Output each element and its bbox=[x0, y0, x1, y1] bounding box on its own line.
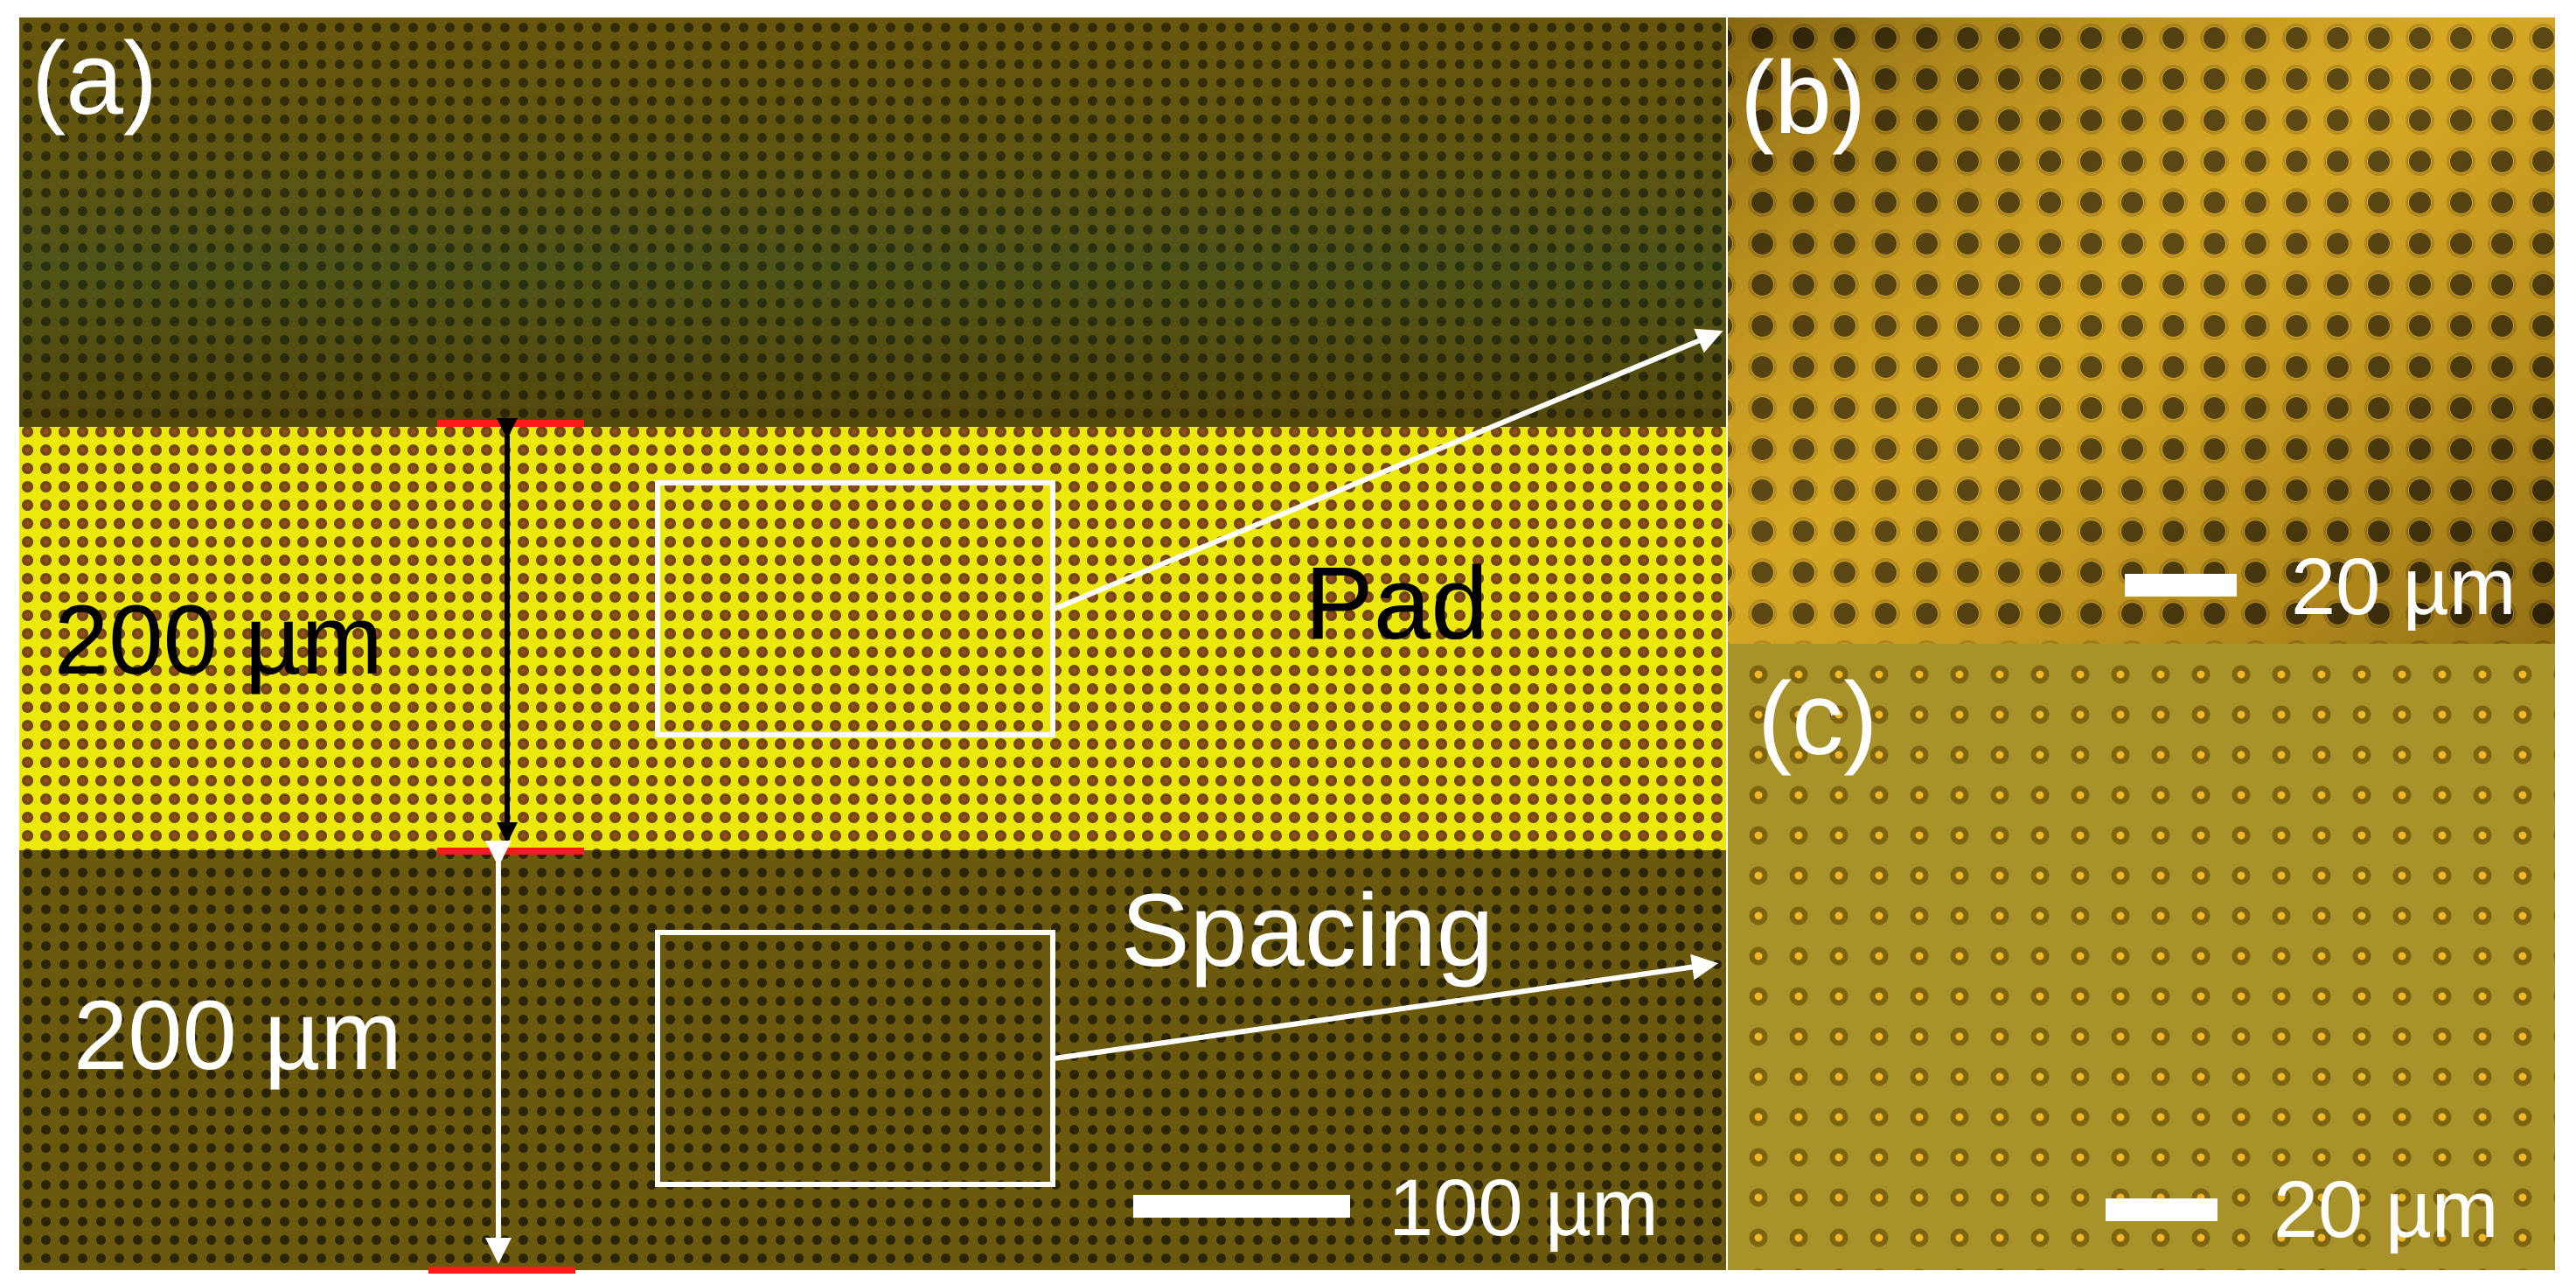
spacing-zoom-box bbox=[655, 930, 1055, 1187]
panel-b-scale-bar bbox=[2125, 574, 2237, 597]
pad-label: Pad bbox=[1305, 546, 1488, 661]
panel-b-shading bbox=[1728, 17, 2555, 644]
panel-c-label: (c) bbox=[1758, 661, 1878, 777]
pad-zoom-arrow bbox=[1053, 328, 1723, 611]
panel-a: (a) 200 µm 200 µm Pad Spacing 100 µm bbox=[19, 17, 1726, 1274]
panel-c-scale-label: 20 µm bbox=[2273, 1165, 2499, 1254]
panel-c-image bbox=[1728, 644, 2555, 1270]
pad-region bbox=[19, 427, 1726, 850]
pad-width-label: 200 µm bbox=[54, 585, 383, 695]
spacing-region-top-tint bbox=[19, 17, 1726, 427]
spacing-width-label: 200 µm bbox=[73, 981, 402, 1090]
panel-a-scale-bar bbox=[1133, 1195, 1350, 1218]
spacing-zoom-arrow bbox=[1054, 953, 1718, 1061]
panel-a-label: (a) bbox=[31, 21, 157, 136]
panel-a-scale-label: 100 µm bbox=[1389, 1163, 1659, 1253]
panel-c-scale-bar bbox=[2106, 1198, 2217, 1221]
spacing-label: Spacing bbox=[1121, 873, 1493, 988]
panel-b-label: (b) bbox=[1740, 40, 1866, 156]
panel-b: (b) 20 µm bbox=[1728, 17, 2555, 644]
panel-b-scale-label: 20 µm bbox=[2291, 542, 2517, 632]
pad-zoom-box bbox=[655, 480, 1055, 737]
panel-c: (c) 20 µm bbox=[1728, 644, 2555, 1270]
spacing-region-bottom bbox=[19, 850, 1726, 1270]
